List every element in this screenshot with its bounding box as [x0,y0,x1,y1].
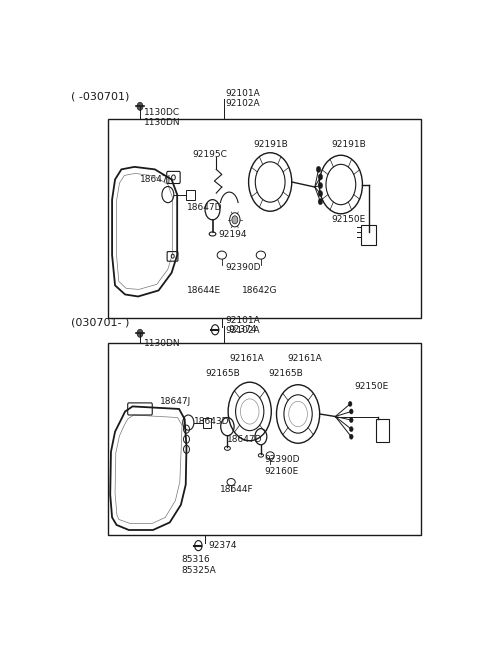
Circle shape [318,198,323,204]
Text: 92161A: 92161A [229,354,264,363]
Text: 92160E: 92160E [264,468,299,476]
Circle shape [349,417,353,422]
Text: 18647D: 18647D [228,435,263,443]
Bar [361,225,376,245]
Text: 18644F: 18644F [220,485,253,494]
Text: 92191B: 92191B [332,140,366,149]
Text: 18647J: 18647J [160,397,192,406]
Text: 92165B: 92165B [205,369,240,378]
Text: 92101A: 92101A [226,89,260,98]
Text: 92374: 92374 [228,326,257,334]
Circle shape [348,402,352,406]
Text: 92194: 92194 [218,231,247,240]
Text: 92191B: 92191B [253,140,288,149]
Circle shape [137,102,143,111]
Text: 92165B: 92165B [268,369,303,378]
Circle shape [349,426,353,432]
Text: 85325A: 85325A [181,566,216,575]
Text: 92102A: 92102A [226,100,260,108]
Text: 18644E: 18644E [186,286,221,295]
Text: 92101A: 92101A [226,316,260,325]
Text: 92390D: 92390D [264,455,300,464]
Text: 85316: 85316 [181,555,210,564]
Bar [108,343,421,535]
Circle shape [349,409,353,414]
Text: ( -030701): ( -030701) [71,91,130,102]
Text: 92102A: 92102A [226,326,260,335]
Circle shape [232,215,238,224]
Text: 1130DC: 1130DC [144,108,180,117]
Bar [203,417,211,428]
Bar [108,119,421,318]
Text: 92161A: 92161A [287,354,322,363]
Circle shape [137,329,143,337]
Text: 92150E: 92150E [332,215,366,224]
Circle shape [349,434,353,440]
Circle shape [316,166,321,172]
Text: 18647J: 18647J [140,175,171,184]
Circle shape [318,174,323,180]
Text: 1130DN: 1130DN [144,339,180,348]
Text: 18647D: 18647D [186,202,222,212]
Circle shape [318,183,323,189]
Bar [186,189,195,200]
Text: (030701- ): (030701- ) [71,317,130,328]
Text: 92390D: 92390D [226,263,261,272]
Text: 18643D: 18643D [194,417,229,426]
Bar [376,419,389,441]
Text: 18642G: 18642G [242,286,278,295]
Circle shape [318,191,323,196]
Text: 92150E: 92150E [354,382,388,391]
Text: 1130DN: 1130DN [144,119,180,128]
Text: 92195C: 92195C [192,150,227,159]
Text: 92374: 92374 [208,541,237,550]
